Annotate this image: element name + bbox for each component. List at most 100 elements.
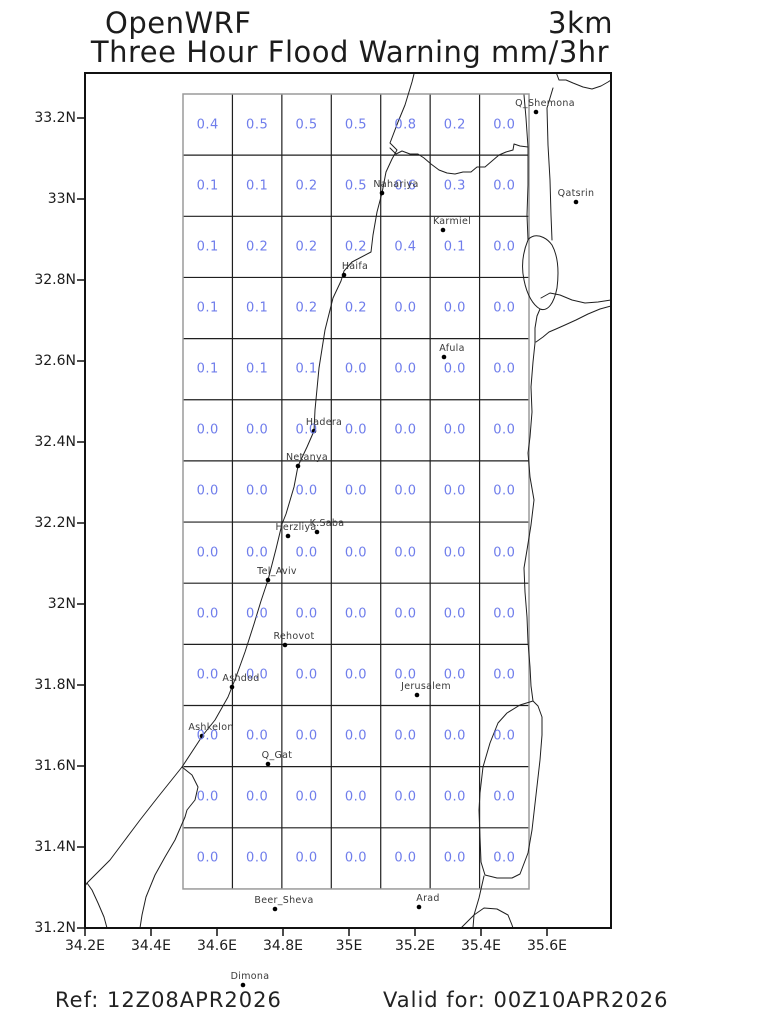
resolution-label: 3km — [548, 6, 613, 40]
plot-frame — [84, 72, 612, 929]
grid-cell-value: 0.0 — [196, 789, 219, 805]
y-axis-tick-label: 31.2N — [34, 920, 76, 936]
grid-cell-value: 0.1 — [196, 300, 219, 316]
grid-cell-value: 0.2 — [443, 117, 466, 133]
city-label: Karmiel — [432, 216, 472, 227]
grid-cell-value: 0.0 — [443, 361, 466, 377]
jordan-river — [523, 308, 541, 702]
city-dot — [311, 428, 317, 434]
city-dot — [240, 982, 246, 988]
egypt-border — [86, 882, 108, 928]
y-axis-tick-label: 31.6N — [34, 758, 76, 774]
grid-cell-value: 0.0 — [443, 422, 466, 438]
y-axis-tick-label: 32.8N — [34, 272, 76, 288]
city-label: Ashdod — [222, 673, 260, 684]
x-axis-tick-label: 34.4E — [130, 938, 172, 954]
grid-cell-value: 0.0 — [443, 789, 466, 805]
y-axis-tick-label: 33N — [47, 191, 76, 207]
grid-cell-value: 0.0 — [344, 667, 368, 683]
grid-cell-value: 0.0 — [493, 667, 516, 683]
grid-cell-value: 0.5 — [246, 117, 269, 133]
city-dot — [199, 733, 205, 739]
city-label: Q_Shemona — [515, 98, 575, 109]
city-dot — [285, 533, 291, 539]
grid-cell-value: 0.5 — [295, 117, 318, 133]
grid-cell-value: 0.6 — [394, 178, 417, 194]
city-dot — [272, 906, 278, 912]
grid-cell-value: 0.1 — [196, 361, 219, 377]
x-axis-tick-label: 35E — [335, 938, 363, 954]
grid-cell-value: 0.0 — [246, 728, 269, 744]
city-dot — [533, 109, 539, 115]
grid-cell-value: 0.4 — [394, 239, 417, 255]
city-dot — [573, 199, 579, 205]
city-dot — [229, 684, 235, 690]
grid-cell-value: 0.5 — [344, 178, 368, 194]
city-label: Arad — [416, 893, 440, 904]
grid-cell-value: 0.0 — [493, 300, 516, 316]
grid-cell-value: 0.0 — [493, 850, 516, 866]
grid-cell-value: 0.0 — [443, 728, 466, 744]
grid-cell-value: 0.1 — [246, 178, 269, 194]
city-dot — [341, 272, 347, 278]
grid-cell-value: 0.0 — [493, 789, 516, 805]
grid-cell-value: 0.0 — [295, 850, 318, 866]
grid-cell-value: 0.0 — [196, 422, 219, 438]
x-axis-tick-label: 35.4E — [460, 938, 502, 954]
grid-cell-value: 0.0 — [246, 483, 269, 499]
grid-cell-value: 0.1 — [196, 178, 219, 194]
grid-cell-value: 0.0 — [394, 850, 417, 866]
city-dot — [295, 463, 301, 469]
grid-cell-value: 0.0 — [394, 606, 417, 622]
grid-cell-value: 0.0 — [394, 300, 417, 316]
city-label: Haifa — [341, 261, 369, 272]
grid-cell-value: 0.2 — [295, 178, 318, 194]
grid-cell-value: 0.0 — [443, 300, 466, 316]
y-axis-tick-label: 32N — [47, 596, 76, 612]
city-label: Nahariya — [373, 179, 419, 190]
grid-cell-value: 0.0 — [295, 606, 318, 622]
grid-cell-value: 0.1 — [246, 361, 269, 377]
hula-valley-west-line — [523, 94, 529, 241]
grid-cell-value: 0.0 — [246, 789, 269, 805]
grid-cell-value: 0.8 — [394, 117, 417, 133]
city-dot — [265, 577, 271, 583]
y-axis-tick-label: 31.8N — [34, 677, 76, 693]
grid-cell-value: 0.0 — [295, 728, 318, 744]
sea-of-galilee-outline — [522, 235, 559, 311]
grid-cell-value: 0.0 — [344, 850, 368, 866]
city-dots — [199, 109, 579, 988]
grid-cell-value: 0.0 — [196, 667, 219, 683]
city-label: Beer_Sheva — [254, 895, 314, 906]
grid-cell-value: 0.0 — [493, 728, 516, 744]
grid-cell-value: 0.0 — [443, 545, 466, 561]
grid-cell-value: 0.0 — [394, 545, 417, 561]
grid-cell-value: 0.0 — [443, 667, 466, 683]
city-label: Rehovot — [273, 631, 315, 642]
grid-cell-value: 0.0 — [196, 728, 219, 744]
x-axis-tick-label: 35.2E — [394, 938, 436, 954]
grid-cell-value: 0.0 — [344, 483, 368, 499]
grid-cell-value: 0.1 — [246, 300, 269, 316]
grid-cell-value: 0.2 — [295, 300, 318, 316]
city-label: Ashkelon — [188, 722, 234, 733]
grid-cell-value: 0.0 — [443, 606, 466, 622]
city-label: Netanya — [285, 452, 329, 463]
grid-cell-value: 0.0 — [344, 545, 368, 561]
grid-cell-value: 0.2 — [246, 239, 269, 255]
grid-cell-value: 0.0 — [394, 422, 417, 438]
geography-layer — [85, 73, 611, 928]
grid-cell-value: 0.0 — [295, 483, 318, 499]
x-axis-tick-label: 34.8E — [262, 938, 304, 954]
lat-lon-grid — [182, 93, 530, 890]
city-dot — [265, 761, 271, 767]
grid-cell-value: 0.0 — [246, 667, 269, 683]
grid-cell-value: 0.0 — [394, 483, 417, 499]
grid-cell-value: 0.0 — [493, 545, 516, 561]
grid-cell-value: 0.0 — [196, 483, 219, 499]
city-label: Tel_Aviv — [257, 566, 297, 577]
grid-cell-value: 0.0 — [196, 850, 219, 866]
jordan-border-east — [535, 305, 611, 343]
